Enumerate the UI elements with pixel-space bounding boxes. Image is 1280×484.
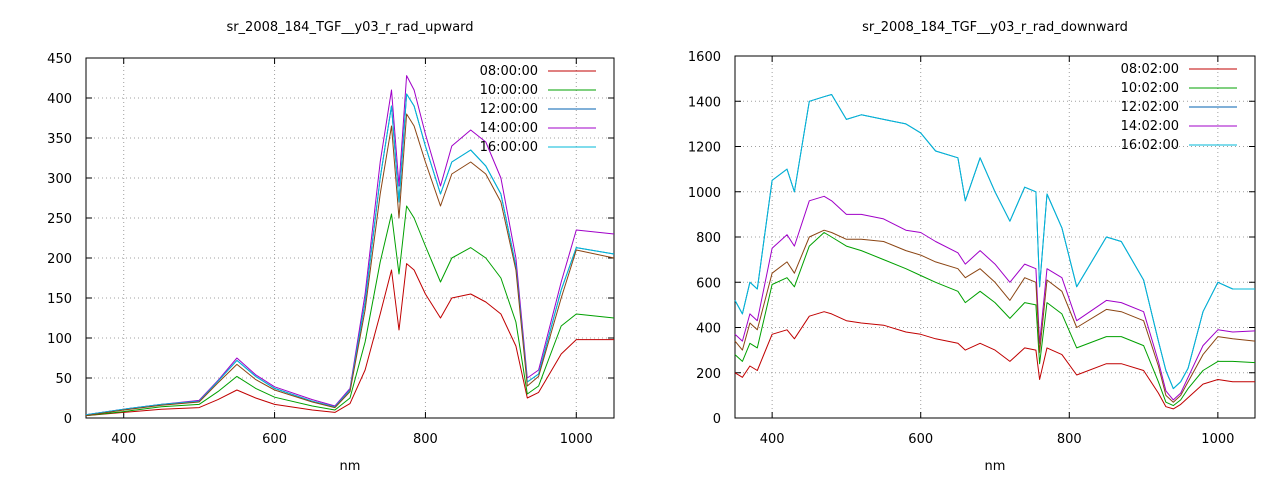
chart-2-ytick-label-3: 600: [696, 276, 721, 291]
chart-2-xtick-label-1: 600: [908, 432, 933, 447]
chart-2-series-line-3: [734, 195, 1256, 401]
chart-1-legend-label-3: 14:00:00: [480, 121, 538, 136]
chart-1-xtick-label-3: 1000: [560, 432, 593, 447]
chart-2-ytick-label-6: 1200: [688, 141, 721, 156]
chart-2-xlabel: nm: [985, 459, 1006, 474]
chart-2-ytick-label-5: 1000: [688, 186, 721, 201]
chart-2-ytick-label-2: 400: [696, 322, 721, 337]
chart-1-ytick-label-4: 200: [47, 252, 72, 267]
chart-2-legend-label-0: 08:02:00: [1121, 62, 1179, 77]
chart-1-series-line-3: [85, 75, 615, 416]
chart-2-series-line-0: [734, 311, 1255, 410]
chart-2-ytick-label-0: 0: [713, 412, 721, 427]
chart-2-xtick-label-3: 1000: [1201, 432, 1234, 447]
chart-1-ytick-label-8: 400: [47, 92, 72, 107]
chart-1-title: sr_2008_184_TGF__y03_r_rad_upward: [226, 20, 473, 35]
chart-1-ytick-label-9: 450: [47, 52, 72, 67]
chart-1-legend-label-0: 08:00:00: [480, 64, 538, 79]
chart-2-legend-label-4: 16:02:00: [1121, 138, 1179, 153]
chart-1-series-line-5: [85, 113, 615, 417]
chart-2-legend-label-2: 12:02:00: [1121, 100, 1179, 115]
chart-1-xtick-label-0: 400: [111, 432, 136, 447]
chart-1-ytick-label-0: 0: [64, 412, 72, 427]
chart-2-series-line-4: [734, 94, 1255, 390]
chart-2-xtick-label-2: 800: [1057, 432, 1082, 447]
chart-2-series-line-5: [734, 229, 1256, 403]
chart-1-ytick-label-3: 150: [47, 292, 72, 307]
chart-2-series-line-1: [734, 232, 1256, 407]
chart-1-ytick-label-6: 300: [47, 172, 72, 187]
chart-2-ytick-label-4: 800: [696, 231, 721, 246]
chart-1-legend-label-2: 12:00:00: [480, 102, 538, 117]
chart-1-legend-label-4: 16:00:00: [480, 140, 538, 155]
chart-1-plot-frame: [85, 57, 615, 419]
chart-2-xtick-label-0: 400: [760, 432, 785, 447]
chart-1-ytick-label-1: 50: [55, 372, 72, 387]
chart-1-series-line-0: [85, 263, 614, 417]
chart-1-legend-label-1: 10:00:00: [480, 83, 538, 98]
chart-1-series-line-1: [85, 205, 615, 417]
chart-1-xlabel: nm: [340, 459, 361, 474]
chart-1-ytick-label-2: 100: [47, 332, 72, 347]
chart-1-ytick-label-7: 350: [47, 132, 72, 147]
chart-2-title: sr_2008_184_TGF__y03_r_rad_downward: [862, 20, 1128, 35]
chart-1-xtick-label-1: 600: [262, 432, 287, 447]
chart-1-xtick-label-2: 800: [413, 432, 438, 447]
chart-1-ytick-label-5: 250: [47, 212, 72, 227]
chart-2-legend-label-3: 14:02:00: [1121, 119, 1179, 134]
chart-2-ytick-label-8: 1600: [688, 50, 721, 65]
chart-2-ytick-label-1: 200: [696, 367, 721, 382]
chart-2-legend-label-1: 10:02:00: [1121, 81, 1179, 96]
chart-2-ytick-label-7: 1400: [688, 95, 721, 110]
